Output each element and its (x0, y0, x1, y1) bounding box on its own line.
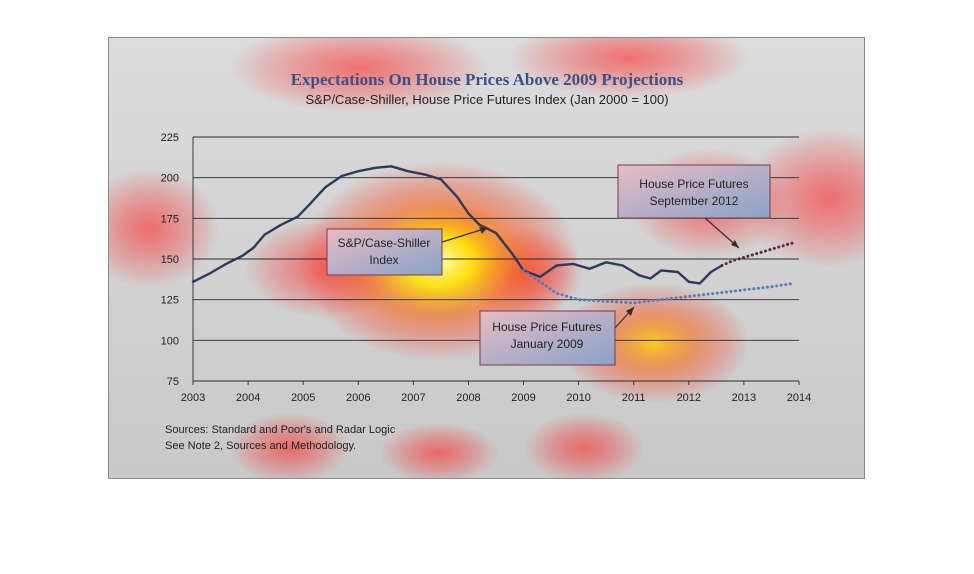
series-line-1 (522, 268, 795, 305)
y-tick-label: 100 (161, 335, 179, 347)
callout-futures-sep-2012: House Price Futures September 2012 (617, 164, 771, 249)
callout-box-case-shiller (326, 228, 443, 276)
x-tick-label: 2011 (622, 392, 646, 404)
callout-case-shiller-line1: S&P/Case-Shiller (338, 236, 431, 250)
heatmap-blob (229, 413, 349, 478)
y-axis-ticks: 75 100 125 150 175 200 225 (161, 132, 179, 388)
x-axis-ticks: 2003 2004 2005 2006 2007 2008 2009 2010 2011 2012… (181, 381, 811, 404)
series-line-2 (720, 241, 795, 267)
callout-box-jan-2009 (479, 310, 616, 366)
x-tick-label: 2006 (346, 392, 370, 404)
y-tick-label: 150 (161, 254, 179, 266)
y-tick-label: 225 (161, 132, 179, 144)
sources-note: Sources: Standard and Poor's and Radar L… (165, 424, 396, 436)
series-lines (191, 165, 795, 305)
x-tick-label: 2005 (291, 392, 315, 404)
callout-sep-2012-line2: September 2012 (650, 194, 739, 208)
arrowhead-icon (479, 227, 487, 234)
y-tick-label: 125 (161, 295, 179, 307)
x-tick-label: 2014 (787, 392, 811, 404)
x-tick-label: 2004 (236, 392, 260, 404)
y-tick-label: 75 (167, 376, 179, 388)
heatmap-blob (229, 38, 489, 113)
chart-svg: Expectations On House Prices Above 2009 … (109, 38, 864, 478)
callout-futures-jan-2009: House Price Futures January 2009 (479, 306, 635, 366)
chart-title: Expectations On House Prices Above 2009 … (291, 70, 684, 89)
x-tick-label: 2007 (401, 392, 425, 404)
callout-jan-2009-line2: January 2009 (511, 337, 584, 351)
y-tick-label: 175 (161, 213, 179, 225)
callout-box-sep-2012 (617, 164, 771, 219)
x-tick-label: 2013 (732, 392, 756, 404)
callout-arrow-case-shiller (438, 227, 488, 244)
chart-frame: Expectations On House Prices Above 2009 … (108, 37, 865, 479)
x-tick-label: 2003 (181, 392, 205, 404)
heatmap-blob (379, 423, 499, 478)
arrowhead-icon (626, 307, 634, 316)
y-tick-label: 200 (161, 173, 179, 185)
heatmap-blob (109, 168, 219, 288)
chart-subtitle: S&P/Case-Shiller, House Price Futures In… (305, 92, 668, 107)
heatmap-blob (524, 413, 644, 478)
heatmap-blob (509, 38, 749, 98)
callout-case-shiller-line2: Index (369, 253, 398, 267)
x-tick-label: 2010 (566, 392, 590, 404)
callout-jan-2009-line1: House Price Futures (492, 320, 601, 334)
series-line-0 (191, 165, 724, 285)
methodology-note: See Note 2, Sources and Methodology. (165, 440, 356, 452)
x-tick-label: 2009 (511, 392, 535, 404)
callout-sep-2012-line1: House Price Futures (639, 177, 748, 191)
arrowhead-icon (731, 240, 739, 248)
x-tick-label: 2008 (456, 392, 480, 404)
callout-case-shiller: S&P/Case-Shiller Index (326, 227, 488, 276)
x-tick-label: 2012 (677, 392, 701, 404)
